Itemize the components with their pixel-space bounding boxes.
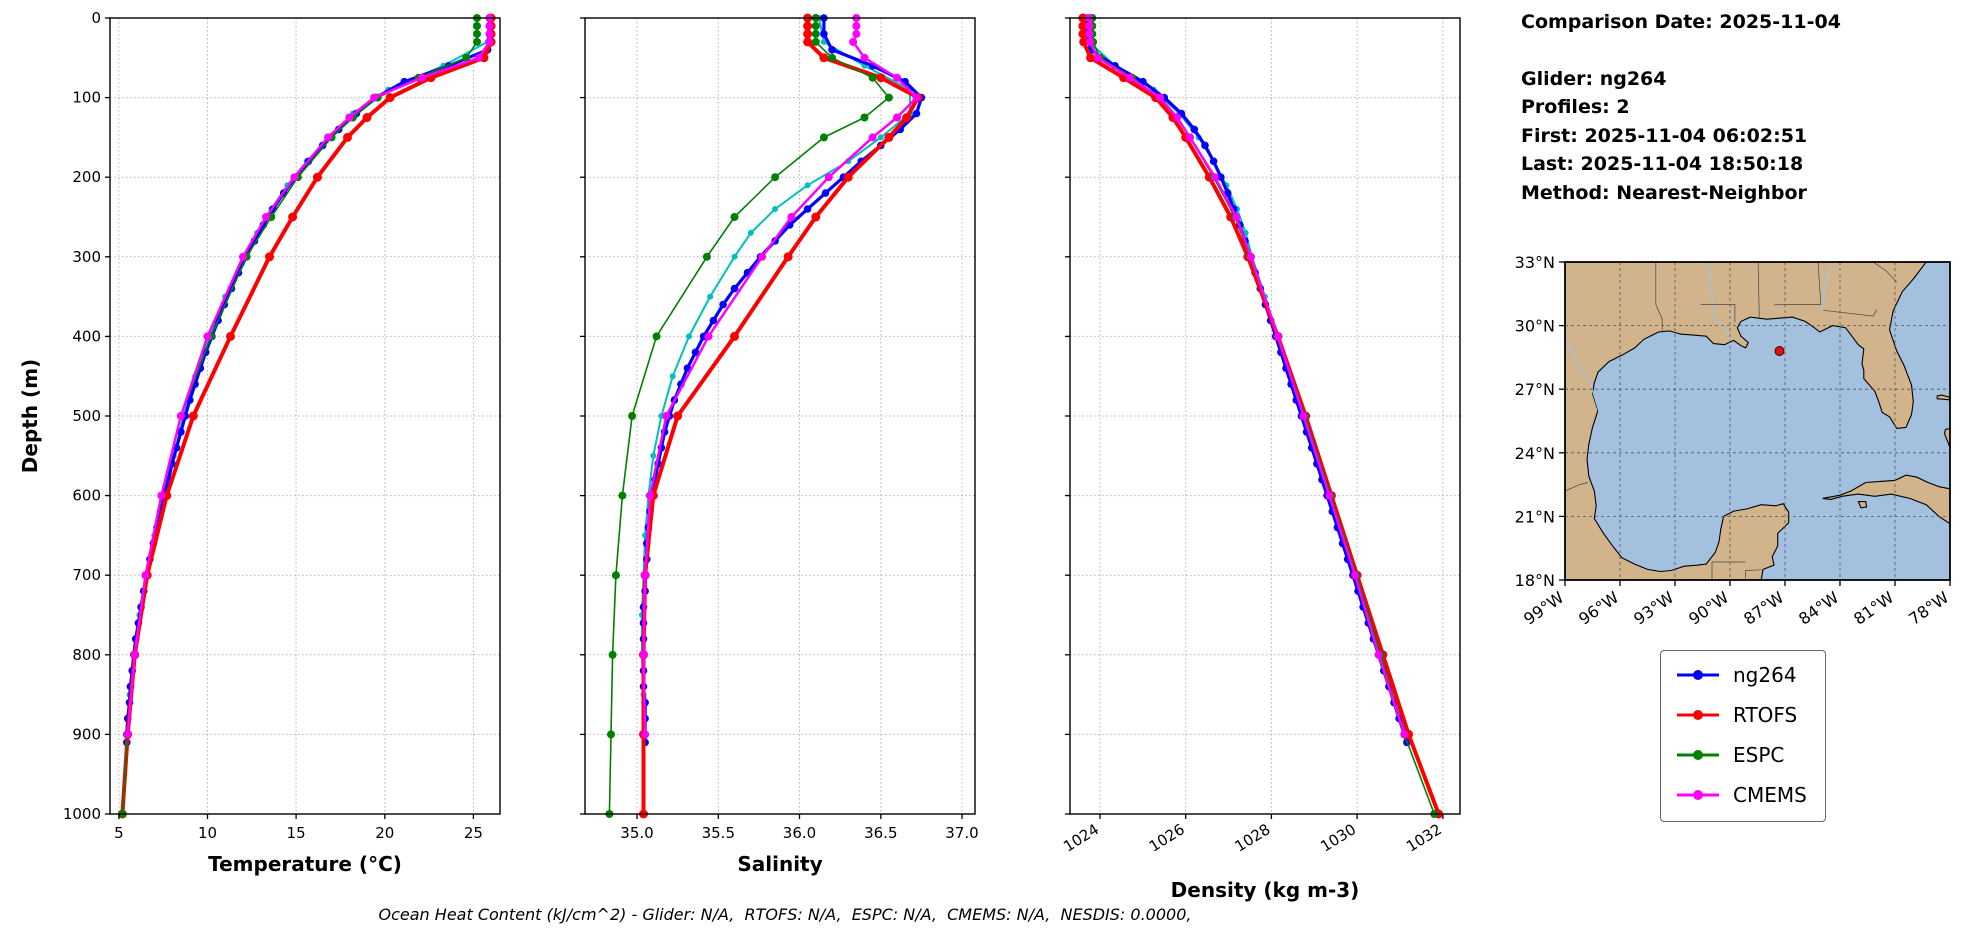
salinity-axis-label: Salinity [737, 852, 823, 876]
y-tick-label: 400 [72, 327, 101, 345]
y-tick-label: 600 [72, 487, 101, 505]
y-tick-label: 900 [72, 725, 101, 743]
legend-line-marker-sample [1677, 750, 1719, 760]
series-ng264-profile2 [1085, 15, 1410, 738]
lat-tick-label: 18°N [1515, 571, 1555, 590]
series-RTOFS [1078, 13, 1444, 819]
density-panel: 1024 1026 1028 1030 1032 [1060, 13, 1461, 856]
legend-item-CMEMS: CMEMS [1675, 783, 1807, 807]
river-line [1821, 262, 1832, 311]
lat-tick-label: 33°N [1515, 253, 1555, 272]
legend-label: RTOFS [1733, 703, 1798, 727]
x-tick-label: 1030 [1317, 820, 1359, 856]
density-axis-label: Density (kg m-3) [1170, 878, 1360, 902]
glider-id: Glider: ng264 [1521, 67, 1667, 90]
x-tick-label: 35.5 [702, 824, 735, 842]
x-tick-label: 1024 [1060, 820, 1102, 856]
legend-label: CMEMS [1733, 783, 1807, 807]
lon-tick-label: 90°W [1685, 588, 1732, 629]
y-tick-label: 500 [72, 407, 101, 425]
series-ng264-profile2 [638, 15, 913, 738]
lon-tick-label: 96°W [1575, 588, 1622, 629]
ohc-caption: Ocean Heat Content (kJ/cm^2) - Glider: N… [378, 905, 1192, 924]
state-border-line [1872, 262, 1898, 283]
series-CMEMS [639, 14, 921, 739]
y-tick-label: 700 [72, 566, 101, 584]
x-tick-label: 37.0 [945, 824, 978, 842]
metadata-block: Comparison Date: 2025-11-04 Glider: ng26… [1521, 8, 1841, 207]
profile-count: Profiles: 2 [1521, 96, 1630, 118]
lon-tick-label: 78°W [1905, 588, 1952, 629]
state-border-line [1817, 262, 1822, 305]
y-tick-label: 800 [72, 646, 101, 664]
method: Method: Nearest-Neighbor [1521, 181, 1807, 204]
x-tick-label: 35.0 [620, 824, 653, 842]
x-tick-label: 1028 [1232, 820, 1274, 856]
state-border-line [1745, 569, 1762, 580]
lon-tick-label: 84°W [1795, 588, 1842, 629]
x-tick-label: 36.0 [783, 824, 816, 842]
x-tick-label: 25 [464, 824, 483, 842]
legend-label: ESPC [1733, 743, 1785, 767]
legend-line-marker-sample [1677, 710, 1719, 720]
legend-label: ng264 [1733, 663, 1797, 687]
temperature-panel: 5 10 15 20 25 0 100 200 300 400 500 600 700 800 900 100… [63, 9, 501, 842]
x-tick-label: 15 [287, 824, 306, 842]
legend-item-ESPC: ESPC [1675, 743, 1807, 767]
state-border-line [1711, 561, 1746, 580]
series-ng264 [1083, 14, 1411, 747]
y-tick-label: 1000 [63, 805, 101, 823]
legend-line-marker-sample [1677, 670, 1719, 680]
x-tick-label: 10 [198, 824, 217, 842]
state-border-line [1757, 262, 1760, 319]
lon-tick-label: 81°W [1850, 588, 1897, 629]
series-ESPC [605, 14, 893, 818]
land-polygon [1857, 501, 1868, 509]
state-border-line [1565, 482, 1588, 492]
lat-tick-label: 24°N [1515, 444, 1555, 463]
series-RTOFS [639, 13, 923, 819]
land-polygon [1936, 394, 1950, 401]
series-CMEMS [1085, 14, 1409, 739]
series-ng264 [123, 14, 494, 747]
state-border-line [1655, 262, 1663, 331]
depth-axis-label: Depth (m) [18, 358, 42, 474]
comparison-date: Comparison Date: 2025-11-04 [1521, 11, 1841, 33]
x-tick-label: 1026 [1146, 820, 1188, 856]
state-border-line [1700, 304, 1736, 323]
last-profile-time: Last: 2025-11-04 18:50:18 [1521, 153, 1804, 175]
legend: ng264 RTOFS ESPC CMEMS [1660, 650, 1826, 822]
land-polygon [1822, 474, 1950, 525]
first-profile-time: First: 2025-11-04 06:02:51 [1521, 124, 1808, 147]
lon-tick-label: 87°W [1740, 588, 1787, 629]
gulf-of-mexico-map: 33°N 30°N 27°N 24°N 21°N 18°N99°W 96°W 93°W 90°W… [1515, 253, 1953, 629]
x-tick-label: 36.5 [864, 824, 897, 842]
lat-tick-label: 27°N [1515, 380, 1555, 399]
series-CMEMS [123, 14, 494, 739]
lat-tick-label: 30°N [1515, 317, 1555, 336]
legend-item-RTOFS: RTOFS [1675, 703, 1807, 727]
lon-tick-label: 93°W [1630, 588, 1677, 629]
glider-location-marker [1774, 346, 1785, 356]
lat-tick-label: 21°N [1515, 507, 1555, 526]
temperature-axis-label: Temperature (°C) [208, 852, 402, 876]
land-polygon [1943, 427, 1950, 448]
legend-line-marker-sample [1677, 790, 1719, 800]
spacer [1521, 37, 1841, 65]
y-tick-label: 0 [91, 9, 101, 27]
x-tick-label: 1032 [1403, 820, 1445, 856]
x-tick-label: 20 [375, 824, 394, 842]
salinity-panel: 35.0 35.5 36.0 36.5 37.0 [580, 13, 979, 842]
y-tick-label: 200 [72, 168, 101, 186]
y-tick-label: 300 [72, 248, 101, 266]
series-ng264-profile2 [123, 15, 492, 738]
y-tick-label: 100 [72, 89, 101, 107]
lon-tick-label: 99°W [1520, 588, 1567, 629]
legend-item-ng264: ng264 [1675, 663, 1807, 687]
river-line [1565, 335, 1600, 412]
x-tick-label: 5 [114, 824, 124, 842]
series-ng264 [639, 14, 926, 747]
